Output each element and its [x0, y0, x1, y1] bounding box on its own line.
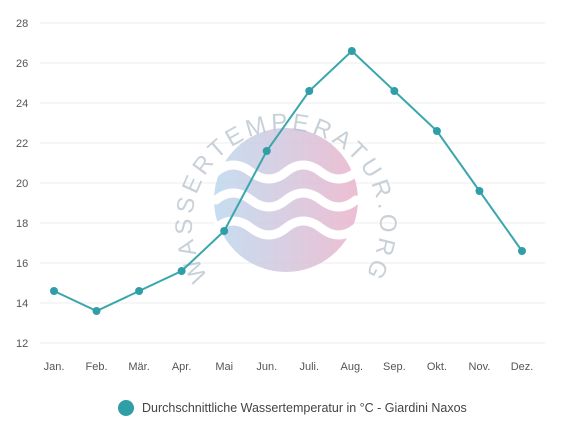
series-line-path	[53, 49, 523, 313]
data-point[interactable]	[92, 307, 101, 315]
y-tick-label: 26	[16, 58, 28, 70]
x-axis-ticks: Jan. Feb. Mär. Apr. Mai Jun. Juli. Aug. Sep. Okt.…	[44, 361, 534, 373]
y-tick-label: 14	[16, 298, 28, 310]
legend-label: Durchschnittliche Wassertemperatur in °C…	[142, 401, 467, 415]
legend[interactable]: Durchschnittliche Wassertemperatur in °C…	[118, 399, 467, 417]
data-point[interactable]	[475, 187, 484, 195]
data-point[interactable]	[432, 127, 441, 135]
y-tick-label: 16	[16, 258, 28, 270]
data-point[interactable]	[390, 87, 399, 95]
x-tick-label: Apr.	[172, 361, 192, 373]
y-tick-label: 20	[16, 178, 28, 190]
watermark-wave-icon	[211, 216, 361, 240]
watermark-wave-icon	[211, 160, 361, 184]
watermark-wave-icon	[211, 188, 361, 212]
y-tick-label: 28	[16, 18, 28, 30]
data-point[interactable]	[262, 147, 271, 155]
x-tick-label: Sep.	[383, 361, 406, 373]
data-point[interactable]	[305, 87, 314, 95]
y-tick-label: 22	[16, 138, 28, 150]
x-tick-label: Feb.	[86, 361, 108, 373]
data-point[interactable]	[177, 267, 186, 275]
data-point[interactable]	[518, 247, 526, 255]
watermark-logo: WASSERTEMPERATUR.ORG	[171, 109, 397, 287]
x-tick-label: Okt.	[427, 361, 447, 373]
x-tick-label: Aug.	[340, 361, 363, 373]
x-tick-label: Mai	[215, 361, 233, 373]
x-tick-label: Juli.	[299, 361, 319, 373]
data-point[interactable]	[50, 287, 58, 295]
data-points	[50, 47, 526, 315]
y-axis-ticks: 12 14 16 18 20 22 24 26 28	[16, 18, 28, 350]
legend-marker-icon	[118, 400, 134, 416]
x-tick-label: Jun.	[256, 361, 277, 373]
data-point[interactable]	[135, 287, 144, 295]
x-tick-label: Dez.	[511, 361, 534, 373]
x-tick-label: Jan.	[44, 361, 65, 373]
x-tick-label: Nov.	[469, 361, 491, 373]
y-tick-label: 12	[16, 338, 28, 350]
x-tick-label: Mär.	[128, 361, 149, 373]
data-point[interactable]	[347, 47, 356, 55]
series-line	[53, 49, 523, 313]
data-point[interactable]	[220, 227, 229, 235]
y-tick-label: 24	[16, 98, 28, 110]
y-tick-label: 18	[16, 218, 28, 230]
